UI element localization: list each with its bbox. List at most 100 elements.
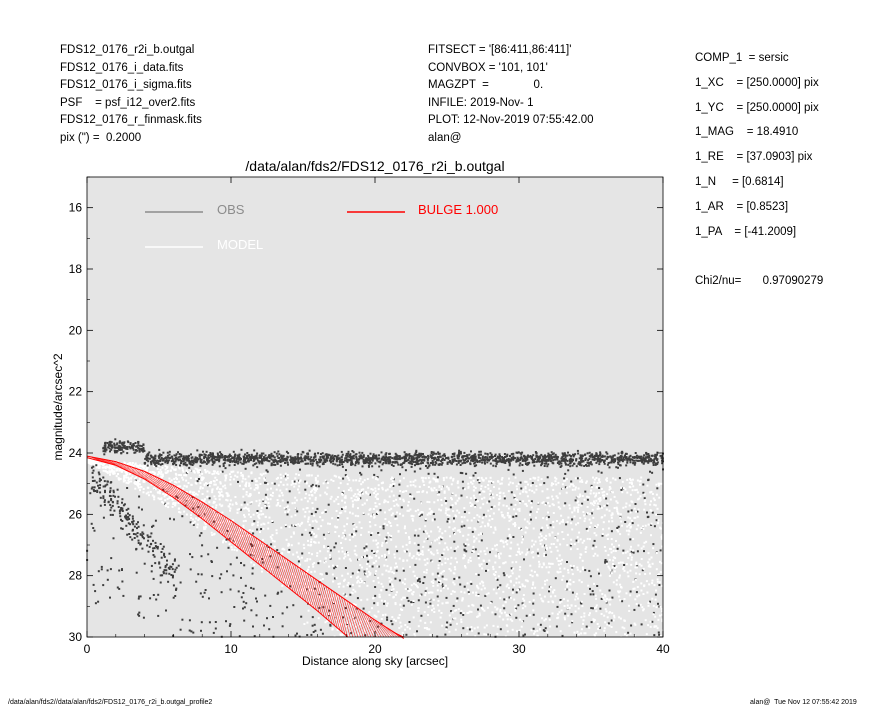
obs-point: [515, 591, 518, 594]
model-point: [432, 477, 435, 480]
model-point: [511, 619, 514, 622]
model-point: [350, 623, 353, 626]
model-point: [617, 562, 620, 565]
model-point: [630, 481, 633, 484]
model-point: [387, 501, 390, 504]
model-point: [495, 592, 498, 595]
model-point: [595, 597, 598, 600]
obs-point: [560, 464, 563, 467]
model-point: [129, 467, 132, 470]
model-point: [144, 470, 147, 473]
model-point: [261, 567, 264, 570]
model-point: [570, 543, 573, 545]
obs-point: [148, 457, 151, 460]
model-point: [301, 590, 304, 592]
model-point: [367, 620, 370, 623]
model-point: [232, 470, 235, 473]
model-point: [571, 573, 574, 576]
model-point: [320, 525, 323, 528]
model-point: [251, 529, 254, 532]
obs-point: [266, 617, 268, 620]
model-point: [536, 548, 539, 551]
model-point: [352, 616, 355, 618]
obs-point: [253, 520, 256, 523]
model-point: [411, 556, 414, 559]
obs-point: [306, 634, 309, 636]
obs-point: [636, 510, 639, 513]
model-point: [297, 565, 300, 568]
model-point: [502, 541, 505, 544]
obs-point: [618, 460, 621, 463]
model-point: [635, 488, 638, 491]
model-point: [572, 581, 575, 583]
obs-point: [203, 457, 206, 460]
model-point: [393, 482, 396, 485]
model-point: [427, 476, 430, 479]
model-point: [298, 491, 301, 494]
model-point: [480, 525, 483, 528]
model-point: [447, 488, 450, 491]
obs-point: [237, 590, 240, 593]
model-point: [657, 574, 660, 576]
model-point: [660, 607, 663, 610]
obs-point: [477, 593, 480, 596]
model-point: [554, 595, 557, 598]
model-point: [562, 538, 565, 540]
model-point: [421, 553, 424, 556]
model-point: [376, 510, 379, 513]
model-point: [456, 482, 459, 485]
obs-point: [233, 458, 236, 461]
model-point: [538, 593, 541, 596]
model-point: [350, 489, 353, 492]
model-point: [330, 597, 333, 600]
model-point: [316, 481, 319, 484]
model-point: [470, 497, 472, 500]
model-point: [128, 480, 131, 483]
obs-point: [111, 444, 114, 447]
model-point: [236, 471, 239, 474]
model-point: [354, 590, 357, 593]
model-point: [579, 538, 582, 541]
obs-point: [149, 597, 152, 600]
obs-point: [210, 561, 213, 563]
model-point: [206, 490, 209, 493]
obs-point: [440, 460, 443, 463]
model-point: [482, 503, 485, 506]
model-point: [621, 524, 623, 527]
obs-point: [540, 529, 543, 532]
model-point: [298, 524, 301, 527]
model-point: [371, 532, 374, 535]
model-point: [444, 502, 447, 505]
model-point: [420, 476, 423, 479]
obs-point: [627, 510, 630, 513]
model-point: [437, 567, 440, 570]
obs-point: [533, 464, 536, 467]
model-point: [421, 479, 424, 482]
model-point: [376, 497, 379, 500]
model-point: [240, 474, 243, 477]
model-point: [584, 547, 587, 550]
model-point: [570, 538, 573, 541]
model-point: [241, 535, 244, 537]
model-point: [558, 492, 561, 495]
model-point: [286, 505, 289, 508]
model-point: [308, 588, 311, 591]
obs-point: [322, 533, 325, 536]
model-point: [282, 475, 285, 478]
model-point: [566, 533, 569, 536]
obs-point: [120, 518, 122, 521]
model-point: [361, 566, 363, 569]
model-point: [633, 622, 636, 625]
model-point: [573, 506, 576, 509]
model-point: [607, 533, 610, 536]
model-point: [642, 609, 645, 612]
obs-point: [169, 517, 171, 520]
model-point: [122, 478, 125, 481]
model-point: [640, 564, 643, 567]
model-point: [194, 467, 197, 470]
obs-point: [420, 452, 423, 455]
model-point: [612, 581, 615, 584]
model-point: [500, 511, 503, 514]
obs-point: [229, 461, 232, 463]
obs-point: [590, 484, 593, 487]
